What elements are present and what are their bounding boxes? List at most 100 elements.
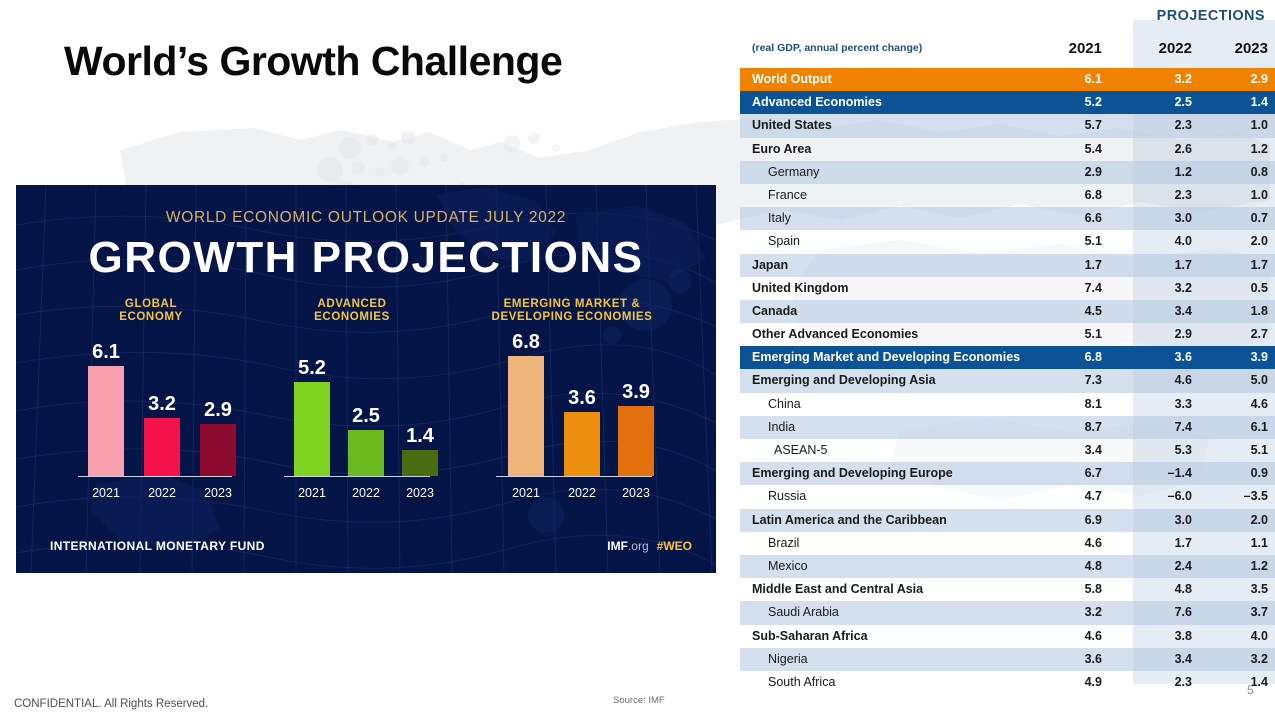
source-note: Source: IMF <box>613 695 665 706</box>
table-row: Emerging and Developing Asia 7.3 4.6 5.0 <box>740 369 1275 393</box>
bar-rect <box>402 450 438 476</box>
table-row-label: Canada <box>752 303 798 318</box>
table-cell-2023: 1.2 <box>1250 558 1268 573</box>
table-cell-2023: 2.7 <box>1250 327 1268 342</box>
bar-year-label: 2021 <box>298 486 326 500</box>
table-row-label: United Kingdom <box>752 280 849 295</box>
table-cell-2021: 4.9 <box>1084 674 1102 689</box>
imf-infographic-panel: WORLD ECONOMIC OUTLOOK UPDATE JULY 2022 … <box>16 185 716 573</box>
table-cell-2021: 5.1 <box>1084 327 1102 342</box>
table-cell-2023: 0.9 <box>1250 466 1268 481</box>
bar-rect <box>348 430 384 476</box>
table-body: World Output 6.1 3.2 2.9 Advanced Economies 5… <box>740 68 1275 694</box>
table-cell-2023: 2.9 <box>1250 72 1268 86</box>
table-cell-2022: 2.3 <box>1174 674 1192 689</box>
bar-value-label: 3.9 <box>622 381 650 403</box>
table-cell-2021: 4.5 <box>1084 303 1102 318</box>
table-row-label: ASEAN-5 <box>774 443 828 457</box>
table-cell-2023: 1.7 <box>1250 257 1268 272</box>
table-cell-2023: 5.0 <box>1250 373 1268 388</box>
table-cell-2022: 3.3 <box>1174 396 1192 411</box>
table-cell-2023: 6.1 <box>1250 419 1268 434</box>
bar-group-title-line2: ECONOMIES <box>314 311 390 323</box>
imf-projections-table: PROJECTIONS (real GDP, annual percent ch… <box>740 0 1275 694</box>
bar-rect <box>200 424 236 476</box>
bar-value-label: 6.1 <box>92 341 120 363</box>
bar-value-label: 1.4 <box>406 425 434 447</box>
table-cell-2021: 3.2 <box>1084 605 1102 620</box>
table-row-label: United States <box>752 118 832 133</box>
bar-rect <box>88 366 124 476</box>
bar-rect <box>564 412 600 476</box>
table-cell-2022: 7.6 <box>1174 605 1192 620</box>
table-cell-2022: 3.2 <box>1174 72 1192 86</box>
table-cell-2021: 1.7 <box>1084 257 1102 272</box>
page-title: World’s Growth Challenge <box>64 38 563 84</box>
table-cell-2023: 4.0 <box>1250 628 1268 643</box>
table-cell-2021: 5.1 <box>1084 234 1102 249</box>
table-row-label: China <box>768 396 801 411</box>
table-row-label: Other Advanced Economies <box>752 327 919 342</box>
bar-group-title-line1: GLOBAL <box>124 298 178 310</box>
table-cell-2022: 3.4 <box>1174 303 1192 318</box>
table-cell-2023: 1.4 <box>1250 674 1268 689</box>
table-cell-2023: 1.2 <box>1250 141 1268 156</box>
table-row-label: Middle East and Central Asia <box>752 582 924 597</box>
page-number: 5 <box>1247 683 1254 697</box>
table-row-label: Spain <box>768 234 800 249</box>
table-cell-2021: 6.8 <box>1084 350 1102 365</box>
table-cell-2021: 4.6 <box>1084 628 1102 643</box>
column-header-2022: 2022 <box>1158 40 1192 57</box>
table-row-label: Russia <box>768 489 807 504</box>
table-cell-2022: 2.6 <box>1174 141 1192 156</box>
bar-item: 6.8 <box>508 331 544 476</box>
imf-panel-footer-label: INTERNATIONAL MONETARY FUND <box>50 539 265 553</box>
table-row: Brazil 4.6 1.7 1.1 <box>740 532 1275 555</box>
table-cell-2023: 1.8 <box>1250 303 1268 318</box>
table-cell-2022: 4.8 <box>1174 582 1192 597</box>
bar-rect <box>508 356 544 476</box>
table-row-label: Brazil <box>768 535 800 550</box>
table-row: Russia 4.7 –6.0 –3.5 <box>740 485 1275 508</box>
table-row: Mexico 4.8 2.4 1.2 <box>740 554 1275 579</box>
table-row-label: Italy <box>768 211 791 226</box>
bar-item: 2.5 <box>348 346 384 476</box>
bar-value-label: 2.5 <box>352 405 380 427</box>
bar-group-global-economy: GLOBAL ECONOMY 6.1 3.2 2.9 2021 202 <box>46 298 256 508</box>
table-row: Italy 6.6 3.0 0.7 <box>740 207 1275 231</box>
table-row-label: Japan <box>752 257 789 272</box>
table-cell-2021: 7.4 <box>1084 280 1102 295</box>
table-row: World Output 6.1 3.2 2.9 <box>740 68 1275 92</box>
bar-group-emerging-market: EMERGING MARKET & DEVELOPING ECONOMIES 6… <box>454 298 690 508</box>
table-cell-2022: 1.2 <box>1174 164 1192 179</box>
table-cell-2022: –6.0 <box>1167 489 1192 504</box>
table-row: United States 5.7 2.3 1.0 <box>740 114 1275 138</box>
bar-year-label: 2023 <box>204 486 232 500</box>
table-row: ASEAN-5 3.4 5.3 5.1 <box>740 439 1275 462</box>
table-row-label: Emerging and Developing Asia <box>752 373 936 388</box>
table-cell-2021: 4.7 <box>1084 489 1102 504</box>
panel-headline: GROWTH PROJECTIONS <box>88 233 644 282</box>
table-row-label: World Output <box>752 72 832 86</box>
bar-group-title: GLOBAL ECONOMY <box>46 298 256 324</box>
bar-year-label: 2023 <box>622 486 650 500</box>
imf-org-suffix: .org <box>627 539 649 553</box>
table-cell-2021: 6.9 <box>1084 512 1102 527</box>
bar-group-title-line2: DEVELOPING ECONOMIES <box>491 311 653 323</box>
table-cell-2022: 3.0 <box>1174 211 1192 226</box>
confidential-notice: CONFIDENTIAL. All Rights Reserved. <box>14 698 209 710</box>
table-row: France 6.8 2.3 1.0 <box>740 184 1275 207</box>
projections-header-label: PROJECTIONS <box>1156 8 1265 24</box>
table-row-label: India <box>768 419 796 434</box>
table-cell-2022: 4.6 <box>1174 373 1192 388</box>
table-row-label: Germany <box>768 164 820 179</box>
table-row-label: Nigeria <box>768 651 808 666</box>
table-row-label: Emerging Market and Developing Economies <box>752 350 1021 365</box>
panel-kicker: WORLD ECONOMIC OUTLOOK UPDATE JULY 2022 <box>165 209 567 226</box>
table-cell-2021: 7.3 <box>1084 373 1102 388</box>
table-cell-2023: 3.9 <box>1250 350 1268 365</box>
table-cell-2023: 3.2 <box>1250 651 1268 666</box>
table-cell-2022: 1.7 <box>1174 257 1192 272</box>
table-row: Emerging and Developing Europe 6.7 –1.4 0.9 <box>740 462 1275 486</box>
table-row: Spain 5.1 4.0 2.0 <box>740 230 1275 253</box>
